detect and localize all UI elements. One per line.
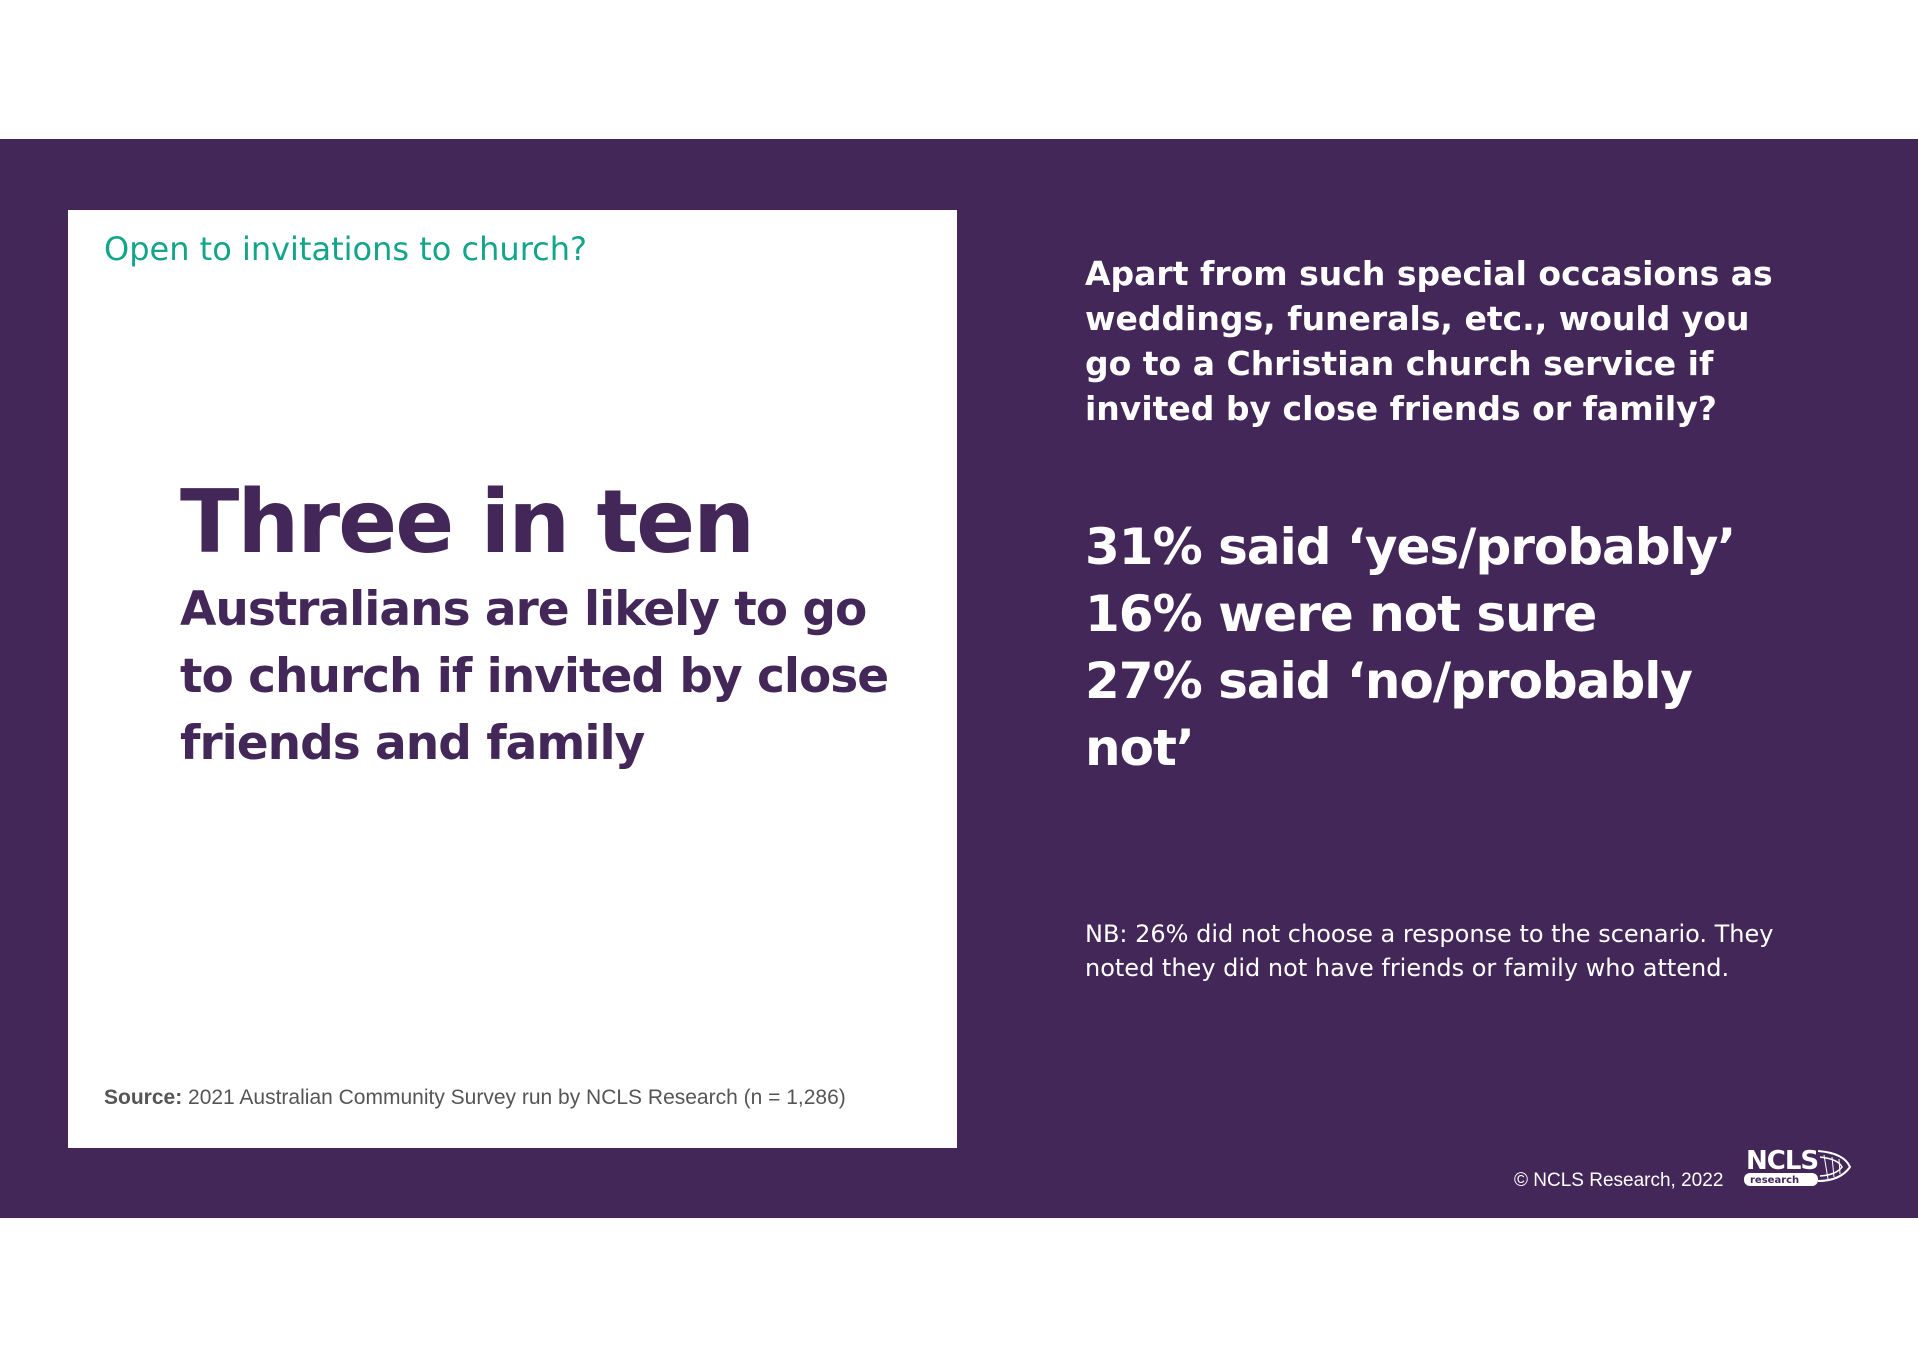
- survey-question: Apart from such special occasions as wed…: [1085, 254, 1773, 428]
- slide-background: Open to invitations to church? Three in …: [0, 139, 1918, 1218]
- logo-text: NCLS: [1746, 1146, 1818, 1176]
- footnote: NB: 26% did not choose a response to the…: [1085, 920, 1774, 982]
- card-heading: Open to invitations to church?: [104, 230, 587, 268]
- copyright: © NCLS Research, 2022: [1514, 1170, 1724, 1191]
- stat-no: 27% said ‘no/probably not’: [1085, 652, 1693, 777]
- headline: Three in ten: [180, 471, 755, 573]
- headline-card: Open to invitations to church? Three in …: [68, 210, 957, 1148]
- subline: Australians are likely to go to church i…: [180, 582, 889, 771]
- source-note: Source: 2021 Australian Community Survey…: [104, 1086, 846, 1110]
- stats-list: 31% said ‘yes/probably’ 16% were not sur…: [1085, 514, 1785, 782]
- stat-yes: 31% said ‘yes/probably’: [1085, 518, 1736, 576]
- source-label: Source:: [104, 1086, 183, 1109]
- stat-not-sure: 16% were not sure: [1085, 585, 1597, 643]
- logo-subtext: research: [1750, 1175, 1799, 1186]
- ncls-logo: NCLS research: [1744, 1146, 1852, 1186]
- source-text: 2021 Australian Community Survey run by …: [182, 1086, 846, 1109]
